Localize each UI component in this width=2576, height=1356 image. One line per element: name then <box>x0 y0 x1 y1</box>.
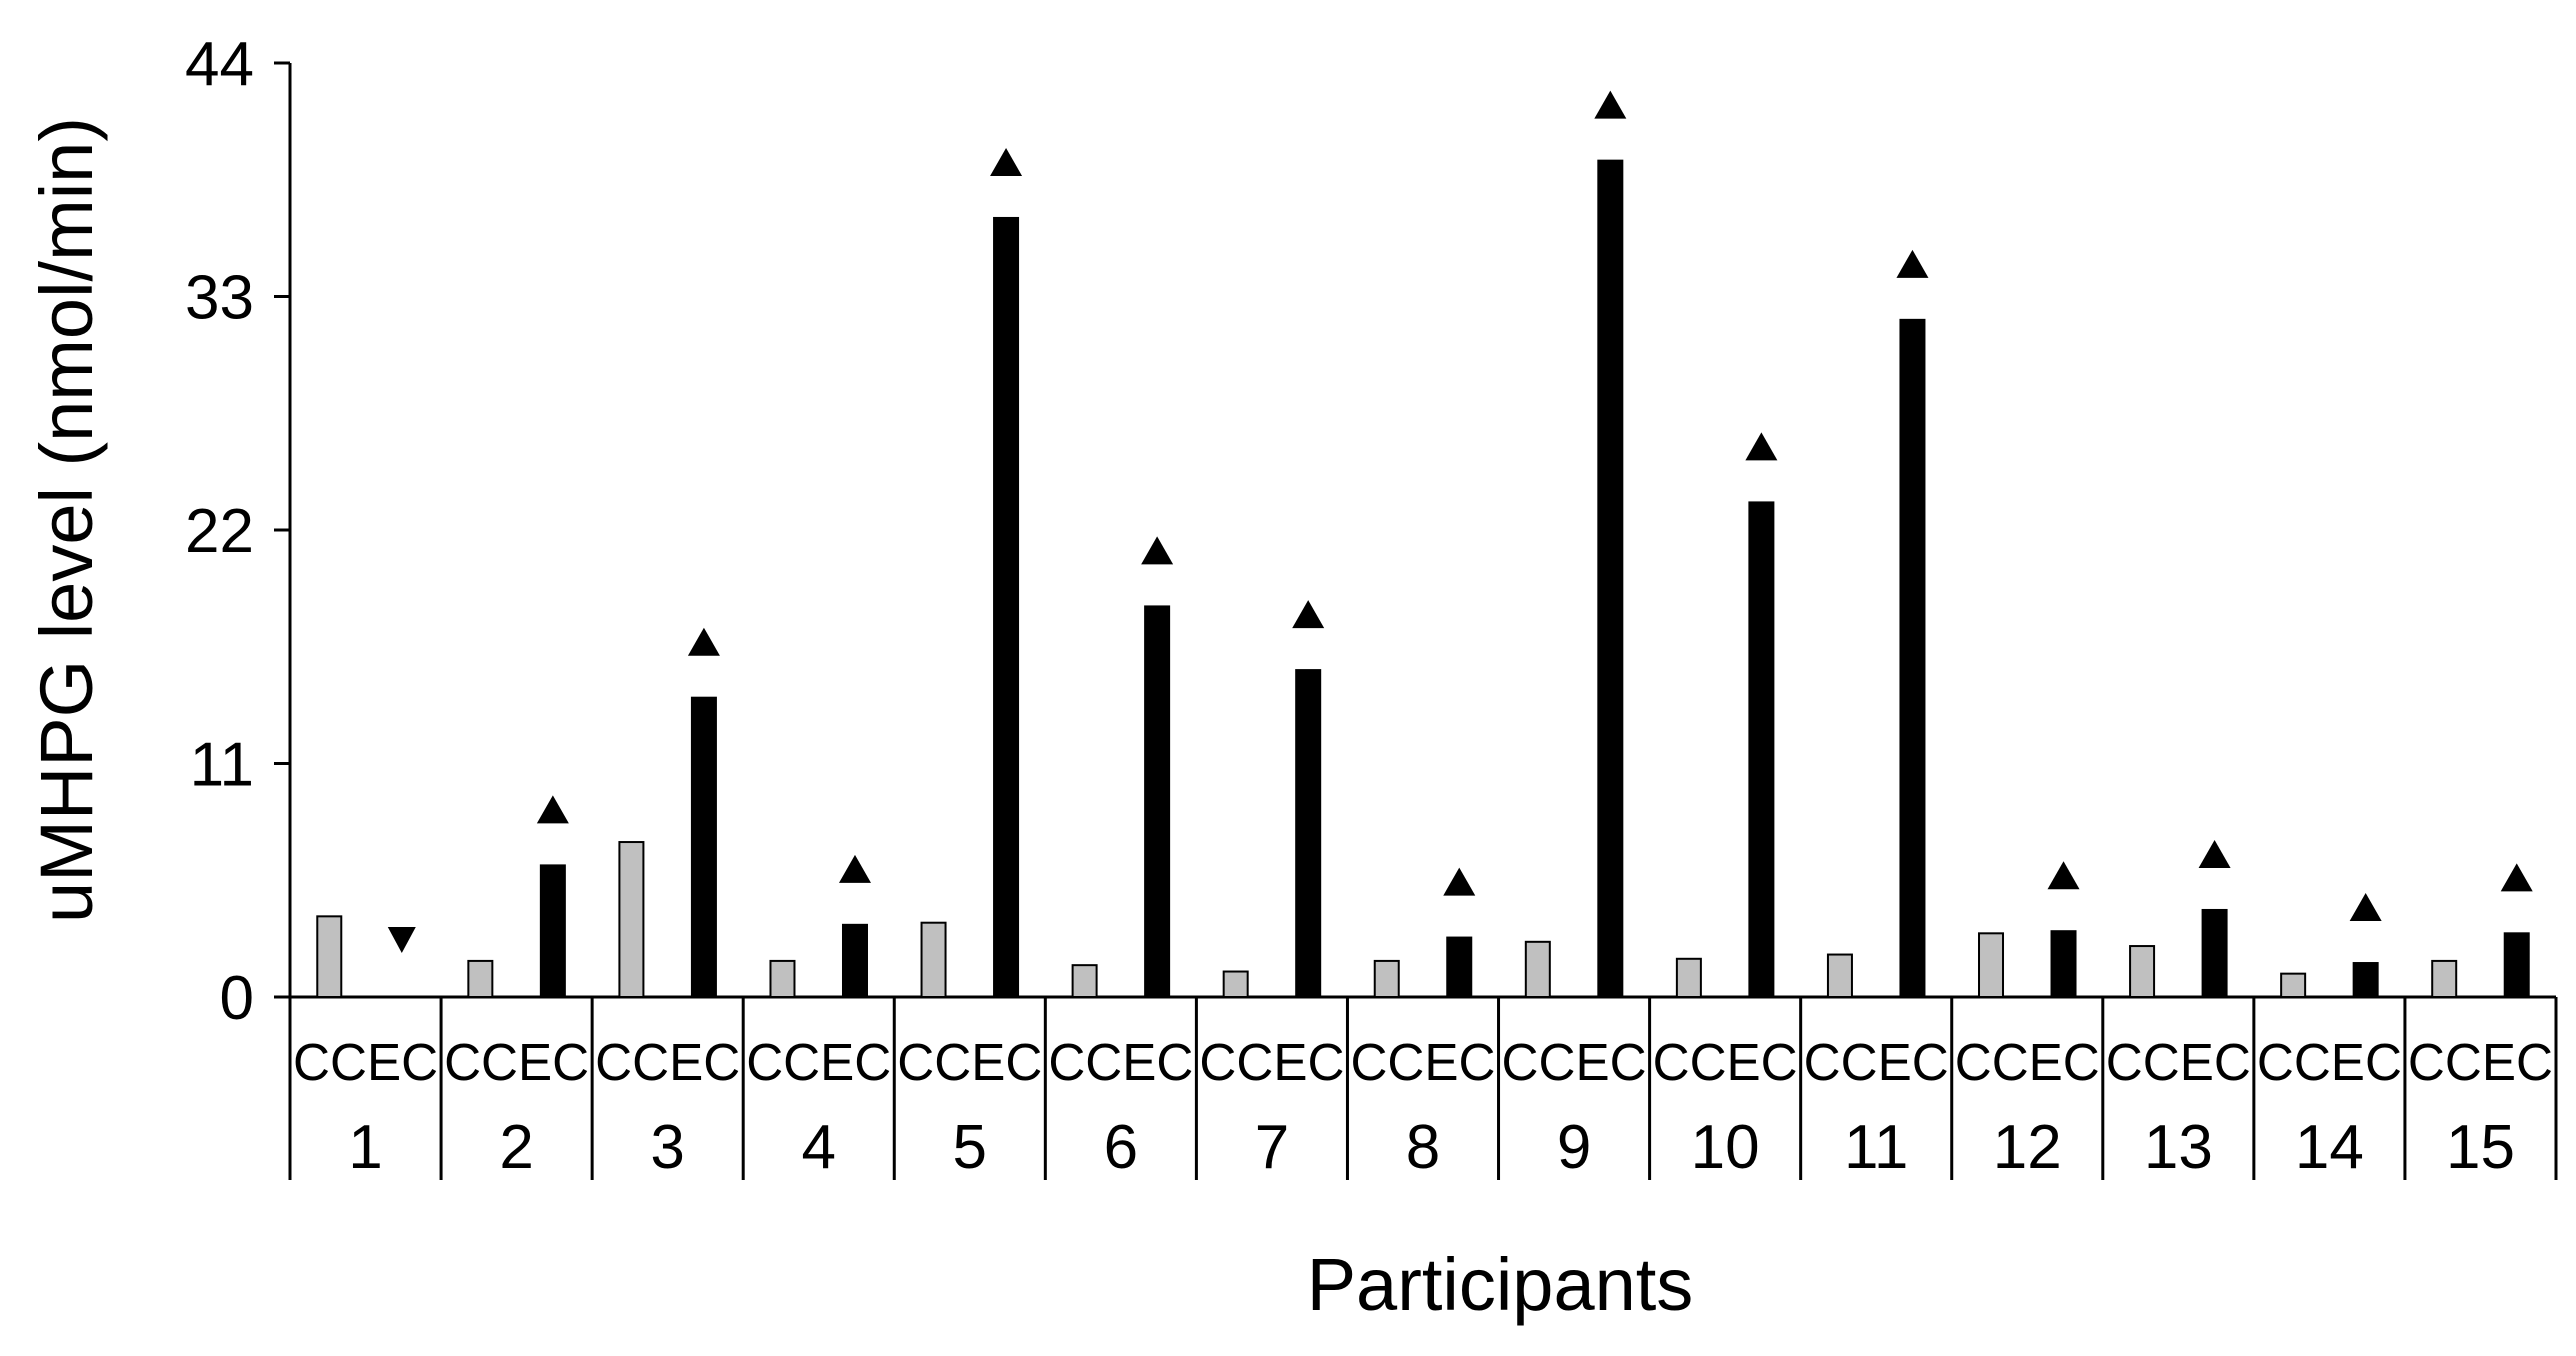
participant-label: 1 <box>348 1113 382 1182</box>
bar-c <box>1222 970 1249 999</box>
participant-label: 11 <box>1844 1113 1908 1182</box>
up-triangle-marker <box>1745 432 1778 461</box>
participant-label: 6 <box>1104 1113 1138 1182</box>
markers <box>387 90 2533 953</box>
x-axis-title: Participants <box>1307 1243 1694 1326</box>
subcategory-label: CCEC <box>2106 1034 2251 1092</box>
bar-ec <box>2352 962 2379 999</box>
bar-ec <box>690 696 717 998</box>
subcategory-label: CCEC <box>595 1034 740 1092</box>
bar-c <box>2431 959 2458 998</box>
bar-ec <box>993 216 1020 998</box>
bar-ec <box>539 864 566 999</box>
bar-c <box>769 959 796 998</box>
bars <box>316 159 2530 999</box>
y-tick-label: 22 <box>185 497 254 566</box>
bar-c <box>1978 932 2005 998</box>
bar-ec <box>1446 936 1473 999</box>
subcategory-label: CCEC <box>1502 1034 1647 1092</box>
up-triangle-marker <box>2047 861 2080 890</box>
up-triangle-marker <box>536 795 569 824</box>
up-triangle-marker <box>838 854 871 883</box>
participant-label: 3 <box>650 1113 684 1182</box>
subcategory-label: CCEC <box>293 1034 438 1092</box>
participant-label: 10 <box>1691 1113 1760 1182</box>
subcategory-label: CCEC <box>1350 1034 1495 1092</box>
subcategory-label: CCEC <box>746 1034 891 1092</box>
subcategory-label: CCEC <box>1653 1034 1798 1092</box>
down-triangle-marker <box>387 927 416 953</box>
bar-ec <box>1899 318 1926 999</box>
bar-c <box>316 915 343 998</box>
bar-c <box>1826 953 1853 999</box>
bar-ec <box>2201 908 2228 999</box>
up-triangle-marker <box>1141 536 1174 565</box>
up-triangle-marker <box>2198 839 2231 868</box>
bar-ec <box>2503 932 2530 998</box>
y-tick-label: 0 <box>220 964 254 1033</box>
bar-c <box>1071 964 1098 999</box>
y-axis-title: uMHPG level (nmol/min) <box>25 117 108 923</box>
bar-c <box>618 841 645 998</box>
bar-ec <box>841 923 868 998</box>
category-labels: CCEC 1 CCEC 2 CCEC 3 CCEC 4 CCEC 5 CCEC 6 CCEC 7 CCEC 8… <box>293 1034 2553 1182</box>
bar-ec <box>1144 605 1171 998</box>
up-triangle-marker <box>1594 90 1627 119</box>
bar-ec <box>1597 159 1624 999</box>
participant-label: 5 <box>953 1113 987 1182</box>
x-axis <box>288 995 2558 1180</box>
y-tick-label: 11 <box>190 731 254 800</box>
participant-label: 15 <box>2446 1113 2515 1182</box>
bar-ec <box>2050 930 2077 998</box>
participant-label: 4 <box>801 1113 835 1182</box>
up-triangle-marker <box>687 627 720 656</box>
bar-c <box>1524 940 1551 998</box>
participant-label: 8 <box>1406 1113 1440 1182</box>
bar-ec <box>1295 669 1322 998</box>
subcategory-label: CCEC <box>2257 1034 2402 1092</box>
up-triangle-marker <box>2349 893 2382 922</box>
subcategory-label: CCEC <box>1199 1034 1344 1092</box>
up-triangle-marker <box>1896 249 1929 278</box>
subcategory-label: CCEC <box>444 1034 589 1092</box>
participant-label: 2 <box>499 1113 533 1182</box>
subcategory-label: CCEC <box>1804 1034 1949 1092</box>
bar-c <box>2129 945 2156 999</box>
up-triangle-marker <box>990 147 1023 176</box>
up-triangle-marker <box>1292 600 1325 629</box>
participant-label: 14 <box>2295 1113 2364 1182</box>
subcategory-label: CCEC <box>897 1034 1042 1092</box>
participant-label: 13 <box>2144 1113 2213 1182</box>
y-tick-label: 44 <box>185 30 254 99</box>
participant-label: 12 <box>1993 1113 2062 1182</box>
bar-c <box>1675 957 1702 998</box>
bar-c <box>920 921 947 998</box>
participant-label: 7 <box>1255 1113 1289 1182</box>
y-axis: 0 11 22 33 44 <box>185 30 292 1033</box>
bar-c <box>1373 959 1400 998</box>
y-tick-label: 33 <box>185 264 254 333</box>
subcategory-label: CCEC <box>1048 1034 1193 1092</box>
up-triangle-marker <box>2500 863 2533 892</box>
up-triangle-marker <box>1443 867 1476 896</box>
bar-c <box>467 959 494 998</box>
subcategory-label: CCEC <box>2408 1034 2553 1092</box>
bar-ec <box>1748 501 1775 998</box>
participant-label: 9 <box>1557 1113 1591 1182</box>
bar-c <box>2280 972 2307 999</box>
subcategory-label: CCEC <box>1955 1034 2100 1092</box>
